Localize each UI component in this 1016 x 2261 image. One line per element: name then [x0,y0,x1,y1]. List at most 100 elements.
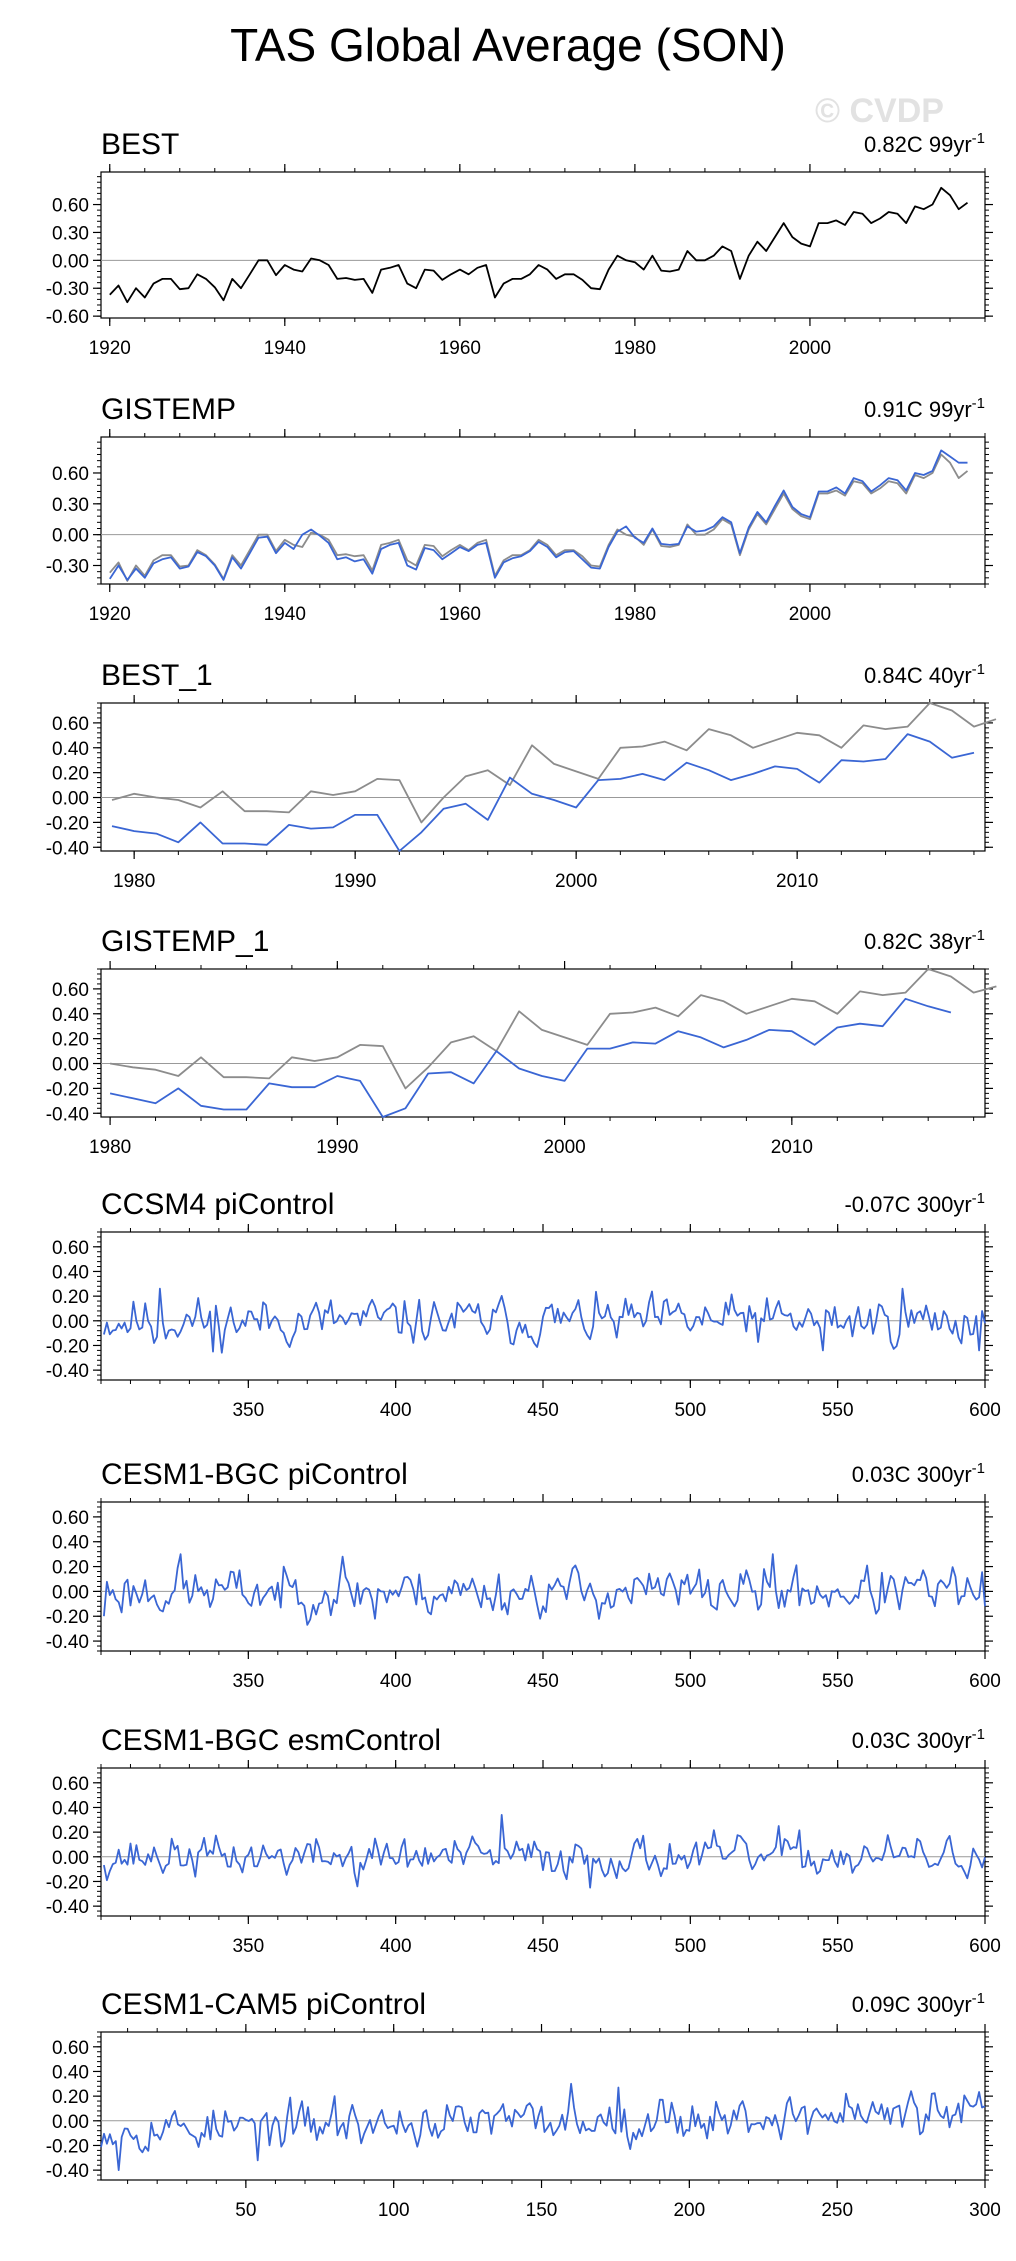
y-tick-label: 0.00 [52,2112,89,2133]
panel-title: CESM1-BGC esmControl [101,1724,441,1757]
y-tick-label: -0.40 [46,2161,89,2182]
x-tick-label: 1980 [113,871,155,892]
plot-frame [100,702,986,852]
x-tick-label: 1960 [439,604,481,625]
x-tick-label: 1980 [614,338,656,359]
y-tick-label: 0.00 [52,526,89,547]
x-tick-label: 1940 [264,604,306,625]
plot-frame [100,1231,986,1381]
panel-title: GISTEMP_1 [101,925,269,958]
y-tick-label: 0.00 [52,1848,89,1869]
x-tick-label: 400 [380,1400,412,1421]
page-title: TAS Global Average (SON) [230,19,786,71]
x-tick-label: 1920 [89,338,131,359]
x-tick-label: 600 [969,1671,1001,1692]
series-line-gray [109,968,997,1090]
x-tick-label: 1960 [439,338,481,359]
x-tick-label: 550 [822,1936,854,1957]
y-tick-label: 0.60 [52,714,89,735]
trend-label: 0.82C 99yr-1 [864,130,985,157]
y-tick-label: 0.00 [52,1312,89,1333]
y-tick-label: 0.60 [52,1508,89,1529]
x-tick-label: 350 [232,1936,264,1957]
x-tick-label: 200 [673,2200,705,2221]
x-tick-label: 450 [527,1671,559,1692]
y-tick-label: 0.60 [52,2038,89,2059]
x-tick-label: 250 [821,2200,853,2221]
x-tick-label: 1980 [89,1137,131,1158]
trend-label: 0.03C 300yr-1 [852,1726,985,1753]
series-line-blue [109,449,968,581]
x-tick-label: 350 [232,1400,264,1421]
x-tick-label: 1990 [316,1137,358,1158]
x-tick-label: 450 [527,1936,559,1957]
trend-label: 0.03C 300yr-1 [852,1460,985,1487]
series-line-blue [103,1287,986,1354]
x-tick-label: 2000 [789,338,831,359]
panel-title: CESM1-BGC piControl [101,1458,408,1491]
x-tick-label: 300 [969,2200,1001,2221]
y-tick-label: 0.20 [52,764,89,785]
y-tick-label: 0.20 [52,1558,89,1579]
x-tick-label: 1940 [264,338,306,359]
y-tick-label: 0.00 [52,1582,89,1603]
y-tick-label: -0.20 [46,1872,89,1893]
y-tick-label: -0.40 [46,1104,89,1125]
x-tick-label: 400 [380,1671,412,1692]
y-tick-label: 0.40 [52,1262,89,1283]
y-tick-label: -0.20 [46,1079,89,1100]
plot-frame [100,436,986,585]
trend-exponent: -1 [972,661,985,678]
panel-title: BEST [101,128,179,161]
y-tick-label: -0.20 [46,2136,89,2157]
plot-frame [100,968,986,1118]
y-tick-label: -0.40 [46,1632,89,1653]
x-tick-label: 50 [235,2200,256,2221]
trend-label: 0.91C 99yr-1 [864,395,985,422]
x-tick-label: 2000 [789,604,831,625]
x-tick-label: 2000 [555,871,597,892]
y-tick-label: 0.20 [52,1287,89,1308]
y-tick-label: 0.30 [52,495,89,516]
x-tick-label: 1990 [334,871,376,892]
panel-title: CESM1-CAM5 piControl [101,1988,426,2021]
panel-title: BEST_1 [101,659,213,692]
series-line-black [109,186,969,304]
x-tick-label: 600 [969,1400,1001,1421]
y-tick-label: 0.00 [52,1055,89,1076]
y-tick-label: -0.40 [46,1361,89,1382]
y-tick-label: 0.60 [52,464,89,485]
trend-label: 0.84C 40yr-1 [864,661,985,688]
y-tick-label: 0.00 [52,251,89,272]
series-line-blue [100,2082,986,2172]
x-tick-label: 450 [527,1400,559,1421]
y-tick-label: -0.20 [46,1607,89,1628]
panel-title: GISTEMP [101,393,236,426]
x-tick-label: 600 [969,1936,1001,1957]
trend-exponent: -1 [972,1460,985,1477]
x-tick-label: 2010 [776,871,818,892]
cvdp-watermark: © CVDP [815,92,944,130]
series-line-blue [109,997,952,1118]
x-tick-label: 400 [380,1936,412,1957]
y-tick-label: 0.20 [52,1823,89,1844]
y-tick-label: -0.60 [46,307,89,328]
trend-exponent: -1 [972,395,985,412]
y-tick-label: 0.40 [52,1533,89,1554]
x-tick-label: 500 [674,1671,706,1692]
panel-title: CCSM4 piControl [101,1188,334,1221]
y-tick-label: 0.60 [52,1238,89,1259]
x-tick-label: 1920 [89,604,131,625]
y-tick-label: 0.60 [52,196,89,217]
y-tick-label: -0.20 [46,813,89,834]
x-tick-label: 150 [526,2200,558,2221]
x-tick-label: 100 [378,2200,410,2221]
trend-label: 0.82C 38yr-1 [864,927,985,954]
y-tick-label: 0.40 [52,2062,89,2083]
trend-label: -0.07C 300yr-1 [844,1190,985,1217]
series-line-blue [111,733,975,852]
y-tick-label: 0.40 [52,739,89,760]
series-line-blue [103,1553,986,1626]
trend-exponent: -1 [972,927,985,944]
